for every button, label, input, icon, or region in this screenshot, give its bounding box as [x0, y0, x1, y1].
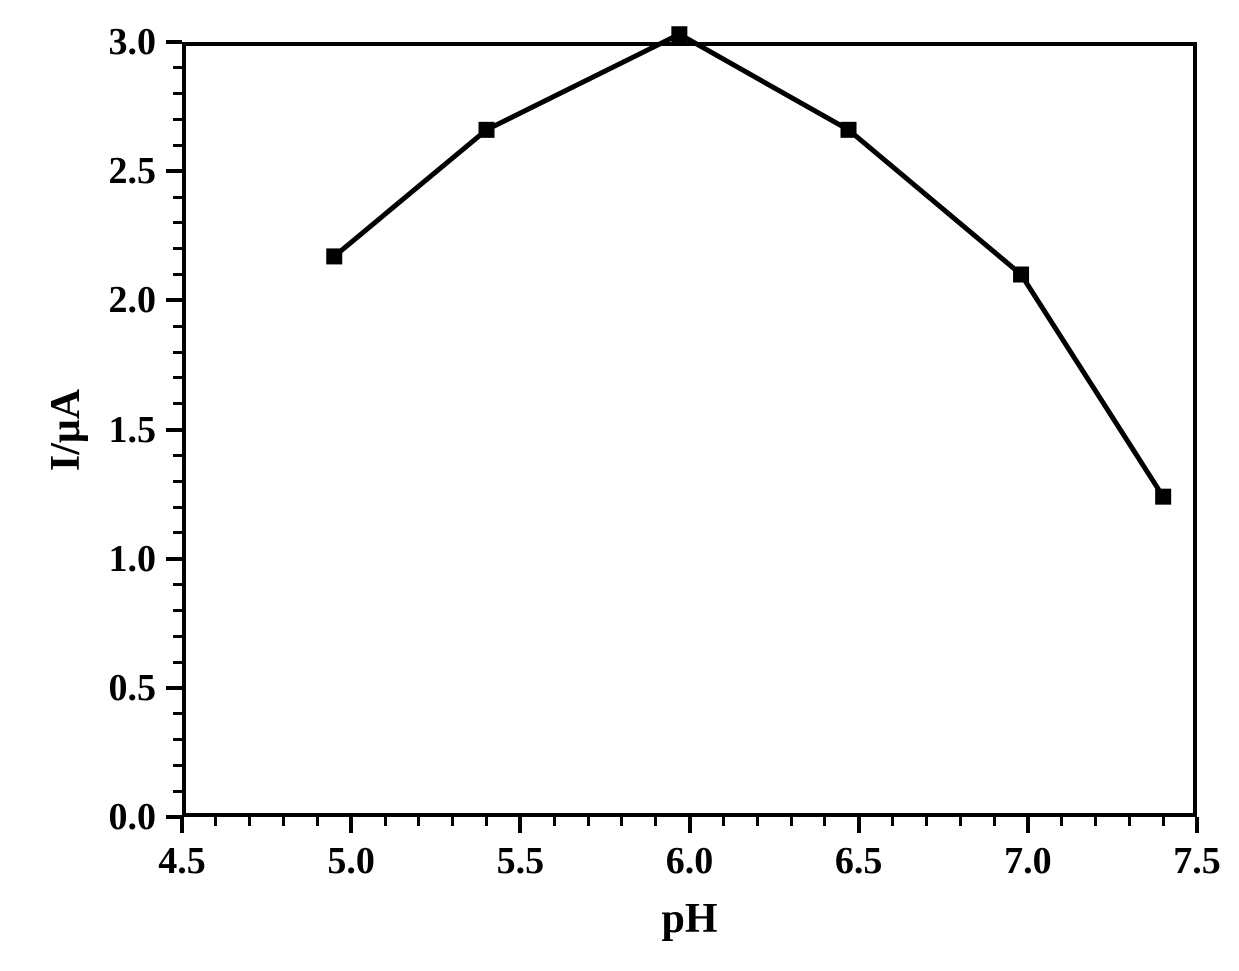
y-tick-minor	[173, 325, 182, 328]
y-tick-minor	[173, 454, 182, 457]
x-tick-label: 5.5	[497, 839, 545, 883]
y-tick-minor	[173, 118, 182, 121]
x-tick-major	[180, 817, 184, 833]
y-tick-label: 1.0	[109, 537, 157, 581]
x-tick-major	[857, 817, 861, 833]
x-tick-minor	[925, 817, 928, 826]
x-tick-minor	[891, 817, 894, 826]
y-tick-label: 3.0	[109, 20, 157, 64]
x-tick-label: 6.5	[835, 839, 883, 883]
y-tick-minor	[173, 635, 182, 638]
y-tick-major	[166, 428, 182, 432]
x-tick-minor	[756, 817, 759, 826]
x-tick-minor	[316, 817, 319, 826]
x-tick-minor	[790, 817, 793, 826]
x-tick-minor	[1162, 817, 1165, 826]
y-tick-minor	[173, 196, 182, 199]
x-tick-major	[349, 817, 353, 833]
x-tick-minor	[993, 817, 996, 826]
x-axis-label: pH	[661, 895, 717, 943]
x-tick-minor	[485, 817, 488, 826]
x-tick-label: 7.0	[1004, 839, 1052, 883]
axis-frame	[182, 42, 1197, 46]
x-tick-minor	[722, 817, 725, 826]
x-tick-minor	[1094, 817, 1097, 826]
y-tick-label: 0.0	[109, 795, 157, 839]
x-tick-label: 7.5	[1173, 839, 1221, 883]
x-tick-minor	[959, 817, 962, 826]
y-tick-minor	[173, 506, 182, 509]
x-tick-major	[518, 817, 522, 833]
y-tick-label: 2.5	[109, 149, 157, 193]
y-tick-minor	[173, 247, 182, 250]
y-tick-major	[166, 815, 182, 819]
x-tick-minor	[620, 817, 623, 826]
data-marker	[672, 27, 687, 42]
line-chart: pH I/μA 4.5 5.0 5.5 6.0 6.5 7.0 7.5 0.0 0.5 1.0 1.…	[0, 0, 1239, 971]
x-tick-minor	[417, 817, 420, 826]
y-tick-major	[166, 686, 182, 690]
x-tick-label: 4.5	[158, 839, 206, 883]
x-tick-minor	[553, 817, 556, 826]
plot-area	[182, 42, 1197, 817]
axis-frame	[182, 42, 186, 817]
x-tick-minor	[823, 817, 826, 826]
x-tick-minor	[282, 817, 285, 826]
x-tick-minor	[587, 817, 590, 826]
x-tick-minor	[248, 817, 251, 826]
x-tick-minor	[384, 817, 387, 826]
x-tick-major	[1026, 817, 1030, 833]
y-tick-major	[166, 40, 182, 44]
y-tick-major	[166, 557, 182, 561]
y-tick-minor	[173, 764, 182, 767]
x-tick-minor	[1128, 817, 1131, 826]
y-tick-minor	[173, 144, 182, 147]
y-tick-minor	[173, 273, 182, 276]
y-tick-minor	[173, 480, 182, 483]
y-tick-minor	[173, 402, 182, 405]
y-tick-minor	[173, 712, 182, 715]
y-tick-minor	[173, 531, 182, 534]
x-tick-major	[688, 817, 692, 833]
y-axis-label: I/μA	[42, 388, 90, 470]
x-tick-minor	[451, 817, 454, 826]
y-tick-major	[166, 298, 182, 302]
axis-frame	[1193, 42, 1197, 817]
y-tick-minor	[173, 661, 182, 664]
x-tick-minor	[214, 817, 217, 826]
y-tick-minor	[173, 66, 182, 69]
x-tick-label: 6.0	[666, 839, 714, 883]
y-tick-label: 1.5	[109, 408, 157, 452]
x-tick-label: 5.0	[327, 839, 375, 883]
y-tick-major	[166, 169, 182, 173]
y-tick-label: 2.0	[109, 278, 157, 322]
y-tick-minor	[173, 376, 182, 379]
y-tick-minor	[173, 790, 182, 793]
y-tick-label: 0.5	[109, 666, 157, 710]
y-tick-minor	[173, 738, 182, 741]
y-tick-minor	[173, 92, 182, 95]
y-tick-minor	[173, 351, 182, 354]
y-tick-minor	[173, 221, 182, 224]
x-tick-major	[1195, 817, 1199, 833]
x-tick-minor	[654, 817, 657, 826]
x-tick-minor	[1060, 817, 1063, 826]
y-tick-minor	[173, 583, 182, 586]
y-tick-minor	[173, 609, 182, 612]
